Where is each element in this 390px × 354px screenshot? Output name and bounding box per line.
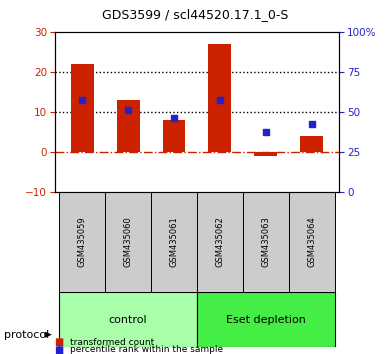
Text: GSM435061: GSM435061 [170, 217, 179, 267]
Text: GSM435059: GSM435059 [78, 217, 87, 267]
Text: Eset depletion: Eset depletion [226, 314, 306, 325]
Bar [208, 44, 231, 152]
Bar [163, 120, 186, 152]
Bar [289, 192, 335, 292]
Text: percentile rank within the sample: percentile rank within the sample [70, 345, 223, 354]
Text: control: control [109, 314, 147, 325]
Bar [151, 192, 197, 292]
Text: GSM435060: GSM435060 [124, 217, 133, 267]
Bar [117, 100, 140, 152]
Bar [197, 192, 243, 292]
Text: GSM435063: GSM435063 [261, 216, 270, 267]
Text: GSM435062: GSM435062 [215, 217, 224, 267]
Text: GSM435064: GSM435064 [307, 217, 316, 267]
Bar [197, 292, 335, 347]
Bar [105, 192, 151, 292]
Text: ■: ■ [55, 337, 64, 347]
Bar [59, 292, 197, 347]
Text: GDS3599 / scl44520.17.1_0-S: GDS3599 / scl44520.17.1_0-S [102, 8, 288, 21]
Bar [300, 136, 323, 152]
Bar [71, 64, 94, 152]
Text: ■: ■ [55, 345, 64, 354]
Text: protocol: protocol [4, 330, 49, 339]
Text: transformed count: transformed count [70, 338, 154, 347]
Polygon shape [45, 332, 52, 338]
Bar [243, 192, 289, 292]
Bar [59, 192, 105, 292]
Bar [254, 152, 277, 156]
